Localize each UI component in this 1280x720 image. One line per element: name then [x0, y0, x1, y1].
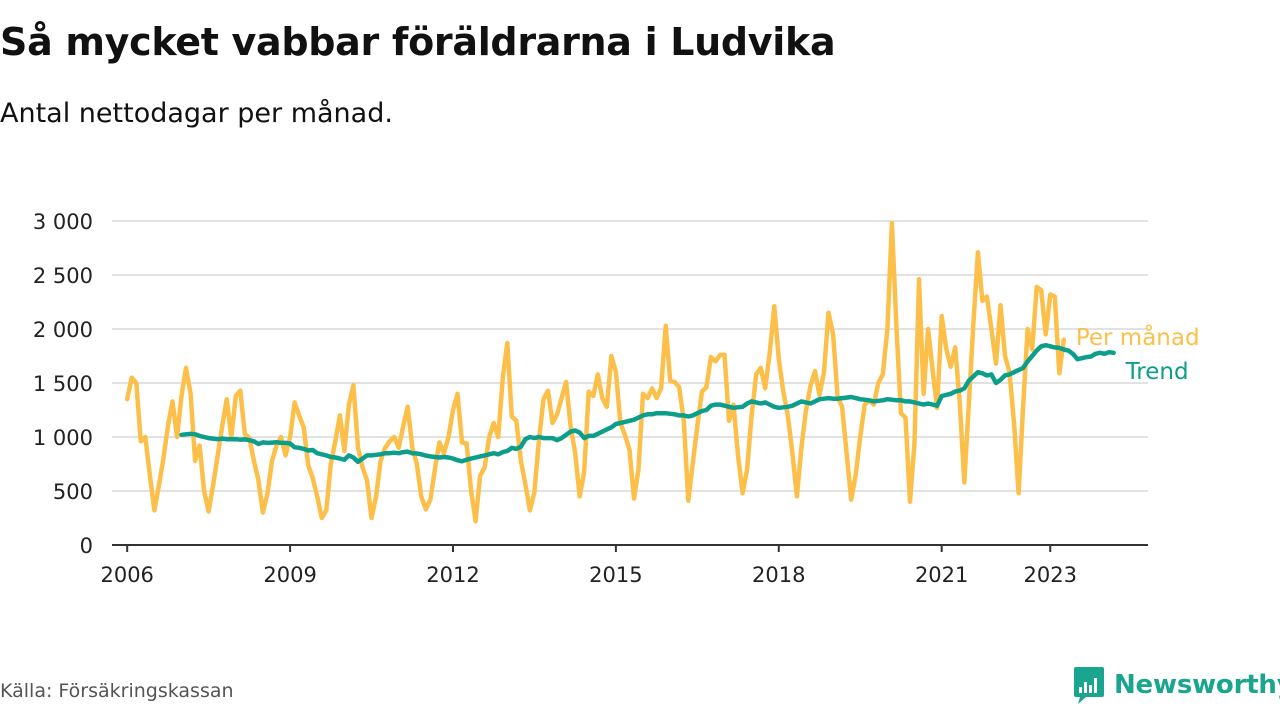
x-tick-label: 2009	[263, 563, 316, 587]
y-tick-label: 3 000	[33, 210, 93, 234]
y-tick-label: 500	[53, 480, 93, 504]
y-tick-label: 2 000	[33, 318, 93, 342]
y-tick-label: 0	[80, 534, 93, 558]
brand-name: Newsworthy	[1114, 670, 1280, 700]
series-labels: Per månad Trend	[1076, 323, 1200, 385]
y-tick-label: 2 500	[33, 264, 93, 288]
newsworthy-logo-icon	[1074, 667, 1104, 704]
series-label: Trend	[1125, 359, 1189, 385]
chart-subtitle: Antal nettodagar per månad.	[0, 98, 393, 129]
series-label: Per månad	[1076, 323, 1200, 351]
x-tick-label: 2023	[1024, 563, 1077, 587]
x-tick-label: 2006	[100, 563, 153, 587]
y-axis-ticks: 0 500 1 000 1 500 2 000 2 500 3 000	[33, 210, 93, 558]
x-tick-label: 2018	[752, 563, 805, 587]
grid-lines	[112, 220, 1148, 546]
x-tick-label: 2015	[589, 563, 642, 587]
brand-logo[interactable]: Newsworthy	[1072, 664, 1280, 706]
chart-title: Så mycket vabbar föräldrarna i Ludvika	[0, 20, 836, 64]
series-line	[124, 220, 1067, 524]
x-axis-ticks: 2006 2009 2012 2015 2018 2021 2023	[100, 545, 1077, 587]
series-lines	[124, 220, 1116, 524]
series-line	[179, 342, 1116, 465]
y-tick-label: 1 500	[33, 372, 93, 396]
x-tick-label: 2012	[426, 563, 479, 587]
y-tick-label: 1 000	[33, 426, 93, 450]
source-note: Källa: Försäkringskassan	[0, 680, 234, 702]
x-tick-label: 2021	[915, 563, 968, 587]
